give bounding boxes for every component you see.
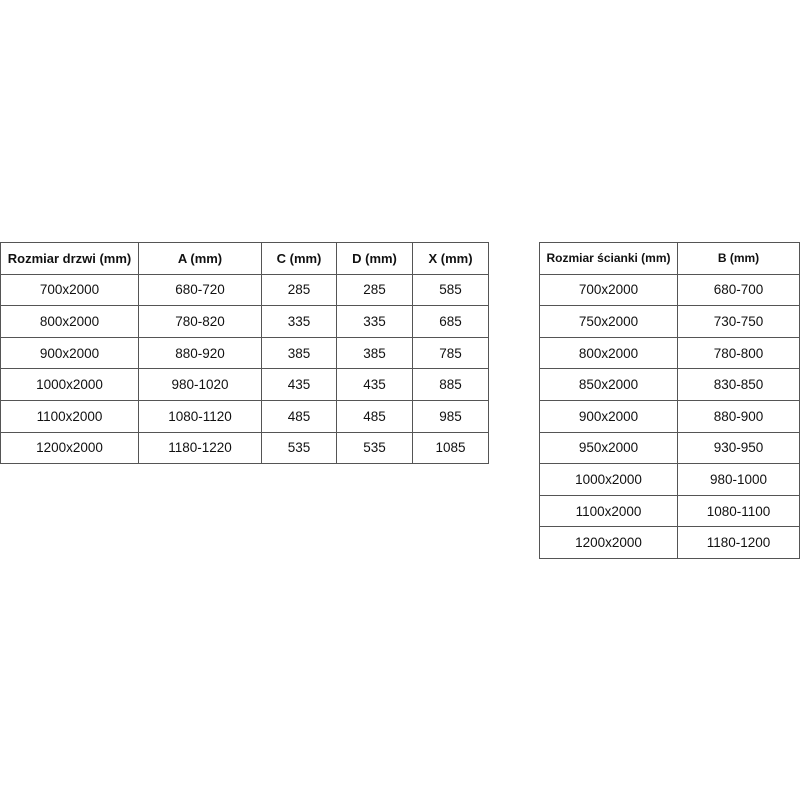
- table-cell: 285: [336, 273, 413, 307]
- table-cell: 1100x2000: [539, 494, 678, 528]
- table-cell: 900x2000: [539, 399, 678, 433]
- table-cell: 700x2000: [0, 273, 139, 307]
- table-cell: 335: [336, 305, 413, 338]
- table-cell: 880-900: [677, 399, 800, 433]
- door-size-table: Rozmiar drzwi (mm) A (mm) C (mm) D (mm) X (m…: [0, 242, 489, 465]
- table-cell: 780-800: [677, 336, 800, 370]
- table-cell: 850x2000: [539, 368, 678, 401]
- table-cell: 385: [336, 336, 413, 370]
- table-cell: 980-1020: [138, 368, 262, 401]
- table-cell: 900x2000: [0, 336, 139, 370]
- table-cell: 585: [412, 273, 489, 307]
- table-cell: 800x2000: [0, 305, 139, 338]
- table-row: 1000x2000 980-1020 435 435 885: [0, 368, 489, 401]
- column-header: Rozmiar ścianki (mm): [539, 242, 678, 275]
- column-header: B (mm): [677, 242, 800, 275]
- column-header: Rozmiar drzwi (mm): [0, 242, 139, 275]
- table-cell: 680-720: [138, 273, 262, 307]
- table-row: 800x2000 780-820 335 335 685: [0, 305, 489, 338]
- table-cell: 1080-1100: [677, 494, 800, 528]
- column-header: C (mm): [261, 242, 337, 275]
- table-cell: 335: [261, 305, 337, 338]
- column-header: X (mm): [412, 242, 489, 275]
- table-cell: 950x2000: [539, 431, 678, 465]
- table-row: 950x2000 930-950: [539, 431, 800, 465]
- column-header: D (mm): [336, 242, 413, 275]
- table-cell: 880-920: [138, 336, 262, 370]
- table-cell: 730-750: [677, 305, 800, 338]
- table-cell: 485: [261, 399, 337, 433]
- table-cell: 535: [261, 431, 337, 465]
- table-cell: 930-950: [677, 431, 800, 465]
- table-cell: 750x2000: [539, 305, 678, 338]
- table-cell: 685: [412, 305, 489, 338]
- table-cell: 980-1000: [677, 463, 800, 496]
- wall-size-table: Rozmiar ścianki (mm) B (mm) 700x2000 680-7…: [539, 242, 800, 559]
- table-cell: 435: [336, 368, 413, 401]
- table-cell: 1180-1200: [677, 526, 800, 559]
- table-cell: 1000x2000: [0, 368, 139, 401]
- table-cell: 535: [336, 431, 413, 465]
- table-cell: 780-820: [138, 305, 262, 338]
- table-cell: 435: [261, 368, 337, 401]
- table-row: 700x2000 680-700: [539, 273, 800, 307]
- table-header-row: Rozmiar ścianki (mm) B (mm): [539, 242, 800, 275]
- table-row: 800x2000 780-800: [539, 336, 800, 370]
- table-row: 900x2000 880-920 385 385 785: [0, 336, 489, 370]
- table-row: 1200x2000 1180-1200: [539, 526, 800, 559]
- table-cell: 1180-1220: [138, 431, 262, 465]
- table-cell: 700x2000: [539, 273, 678, 307]
- table-cell: 885: [412, 368, 489, 401]
- table-cell: 1100x2000: [0, 399, 139, 433]
- table-row: 1100x2000 1080-1100: [539, 494, 800, 528]
- table-row: 1000x2000 980-1000: [539, 463, 800, 496]
- table-header-row: Rozmiar drzwi (mm) A (mm) C (mm) D (mm) X (m…: [0, 242, 489, 275]
- table-cell: 1000x2000: [539, 463, 678, 496]
- table-cell: 1085: [412, 431, 489, 465]
- table-cell: 285: [261, 273, 337, 307]
- table-cell: 385: [261, 336, 337, 370]
- table-cell: 1080-1120: [138, 399, 262, 433]
- table-cell: 800x2000: [539, 336, 678, 370]
- table-row: 1100x2000 1080-1120 485 485 985: [0, 399, 489, 433]
- table-row: 850x2000 830-850: [539, 368, 800, 401]
- table-row: 1200x2000 1180-1220 535 535 1085: [0, 431, 489, 465]
- table-cell: 985: [412, 399, 489, 433]
- table-cell: 680-700: [677, 273, 800, 307]
- table-cell: 485: [336, 399, 413, 433]
- table-cell: 1200x2000: [539, 526, 678, 559]
- table-cell: 1200x2000: [0, 431, 139, 465]
- table-cell: 830-850: [677, 368, 800, 401]
- column-header: A (mm): [138, 242, 262, 275]
- table-row: 750x2000 730-750: [539, 305, 800, 338]
- table-row: 700x2000 680-720 285 285 585: [0, 273, 489, 307]
- table-row: 900x2000 880-900: [539, 399, 800, 433]
- table-cell: 785: [412, 336, 489, 370]
